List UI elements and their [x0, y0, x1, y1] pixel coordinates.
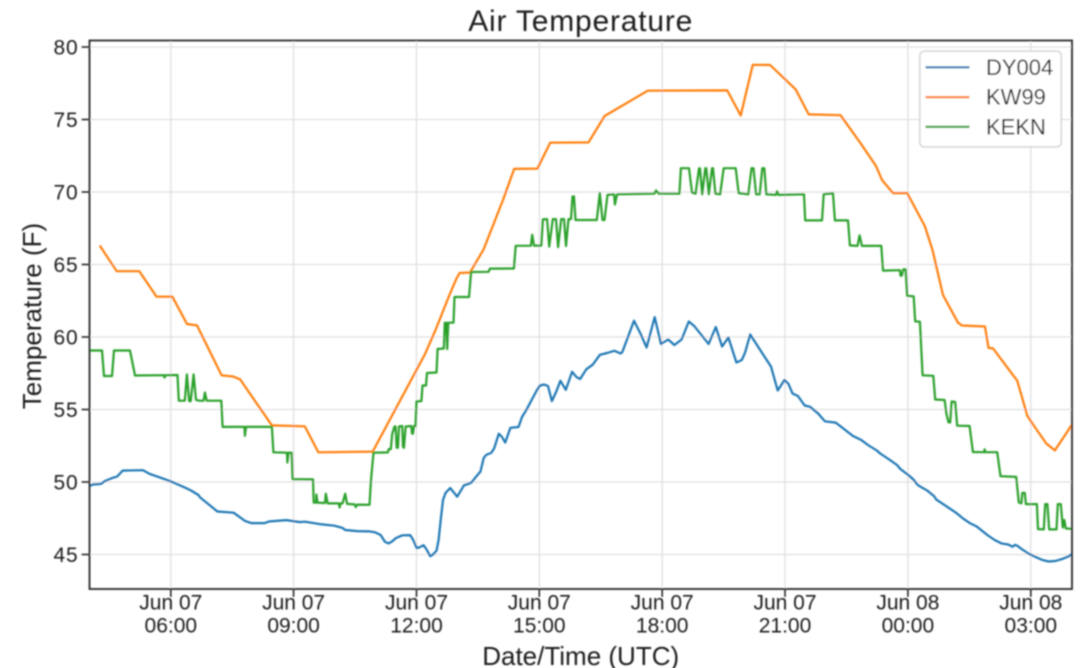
svg-text:03:00: 03:00	[1005, 615, 1058, 638]
svg-text:Jun 07: Jun 07	[508, 592, 571, 615]
svg-text:09:00: 09:00	[267, 615, 320, 638]
svg-text:80: 80	[54, 37, 79, 60]
svg-text:Jun 07: Jun 07	[631, 592, 694, 615]
svg-text:55: 55	[54, 399, 79, 422]
svg-text:KW99: KW99	[986, 85, 1046, 110]
svg-text:50: 50	[54, 472, 79, 495]
svg-text:70: 70	[54, 182, 79, 205]
svg-text:06:00: 06:00	[145, 615, 198, 638]
svg-text:45: 45	[54, 544, 79, 567]
svg-text:60: 60	[54, 327, 79, 350]
svg-text:Temperature (F): Temperature (F)	[17, 223, 47, 409]
svg-text:65: 65	[54, 254, 79, 277]
svg-text:Date/Time (UTC): Date/Time (UTC)	[482, 641, 679, 668]
svg-text:Jun 07: Jun 07	[753, 592, 816, 615]
svg-text:Air Temperature: Air Temperature	[468, 5, 693, 38]
svg-text:Jun 08: Jun 08	[999, 592, 1062, 615]
svg-text:Jun 07: Jun 07	[385, 592, 448, 615]
svg-text:KEKN: KEKN	[986, 114, 1046, 139]
svg-text:15:00: 15:00	[513, 615, 566, 638]
svg-text:Jun 08: Jun 08	[876, 592, 939, 615]
svg-text:Jun 07: Jun 07	[139, 592, 202, 615]
svg-text:18:00: 18:00	[636, 615, 689, 638]
svg-text:21:00: 21:00	[759, 615, 812, 638]
svg-text:00:00: 00:00	[882, 615, 935, 638]
svg-text:DY004: DY004	[986, 55, 1053, 80]
svg-text:75: 75	[54, 109, 79, 132]
svg-text:12:00: 12:00	[390, 615, 443, 638]
svg-text:Jun 07: Jun 07	[262, 592, 325, 615]
